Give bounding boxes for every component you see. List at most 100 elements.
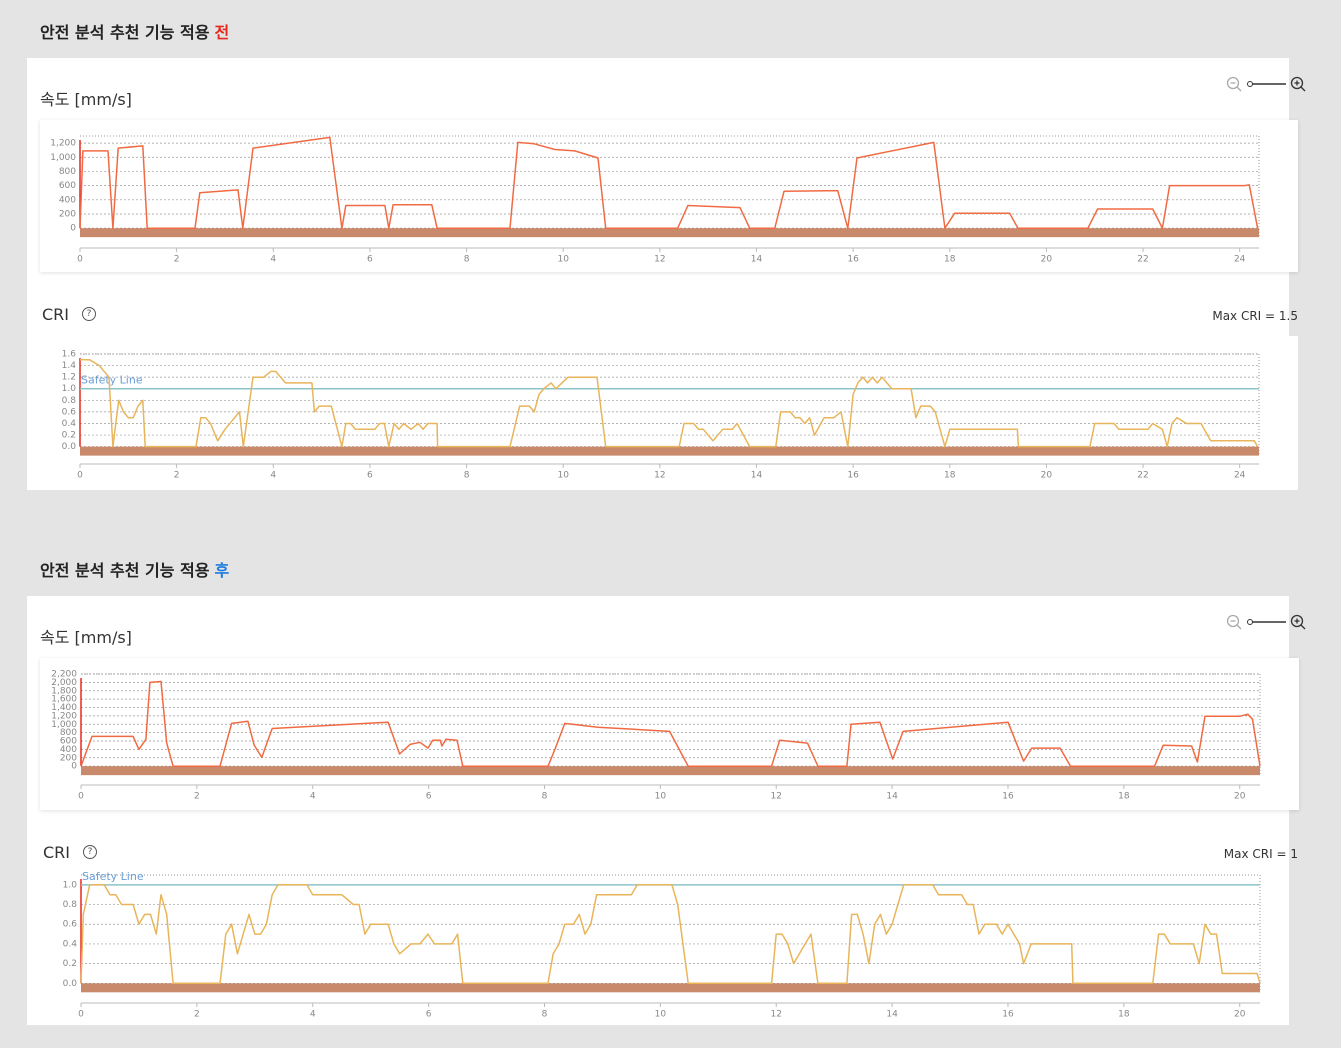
x-tick-label: 8 bbox=[464, 255, 470, 265]
y-tick-label: 600 bbox=[60, 737, 77, 747]
x-tick-label: 8 bbox=[542, 1010, 548, 1020]
y-tick-label: 200 bbox=[60, 753, 77, 763]
x-tick-label: 12 bbox=[654, 255, 665, 265]
y-tick-label: 800 bbox=[60, 728, 77, 738]
x-tick-label: 16 bbox=[847, 255, 859, 265]
y-tick-label: 1,400 bbox=[51, 703, 77, 713]
section-heading: 안전 분석 추천 기능 적용 전 bbox=[40, 19, 229, 43]
x-tick-label: 18 bbox=[944, 255, 956, 265]
x-tick-label: 22 bbox=[1137, 471, 1148, 481]
y-tick-label: 1,200 bbox=[51, 711, 77, 721]
y-tick-label: 1,600 bbox=[51, 695, 77, 705]
max-cri: Max CRI = 1.5 bbox=[1212, 309, 1298, 323]
y-tick-label: 1,800 bbox=[51, 686, 77, 696]
y-tick-label: 600 bbox=[59, 181, 76, 191]
x-tick-label: 18 bbox=[944, 471, 956, 481]
heading-mark: 후 bbox=[214, 561, 230, 580]
y-tick-label: 0.4 bbox=[63, 939, 78, 949]
x-tick-label: 18 bbox=[1118, 1010, 1130, 1020]
y-tick-label: 1,000 bbox=[50, 153, 76, 163]
chart-card bbox=[40, 120, 1298, 272]
baseline-band bbox=[81, 766, 1260, 776]
x-tick-label: 10 bbox=[557, 471, 569, 481]
y-tick-label: 0 bbox=[71, 762, 77, 772]
chart-title: CRI bbox=[42, 305, 70, 324]
x-tick-label: 0 bbox=[77, 255, 83, 265]
x-tick-label: 12 bbox=[771, 1010, 782, 1020]
help-icon[interactable]: ? bbox=[82, 307, 96, 321]
chart-title: 속도 [mm/s] bbox=[40, 628, 132, 647]
x-tick-label: 2 bbox=[174, 255, 180, 265]
x-tick-label: 20 bbox=[1041, 255, 1053, 265]
zoom-control[interactable] bbox=[1226, 76, 1308, 94]
y-tick-label: 200 bbox=[59, 209, 76, 219]
safety-line-label: Safety Line bbox=[81, 374, 143, 387]
data-line bbox=[80, 884, 1261, 985]
y-tick-label: 0.8 bbox=[63, 900, 78, 910]
x-tick-label: 24 bbox=[1234, 471, 1246, 481]
data-line bbox=[80, 680, 1261, 767]
x-tick-label: 0 bbox=[77, 471, 83, 481]
x-tick-label: 16 bbox=[847, 471, 859, 481]
x-tick-label: 20 bbox=[1234, 792, 1246, 802]
y-tick-label: 0.4 bbox=[62, 419, 77, 429]
x-tick-label: 2 bbox=[174, 471, 180, 481]
heading-text: 안전 분석 추천 기능 적용 bbox=[40, 561, 210, 580]
data-line bbox=[79, 136, 1259, 229]
x-tick-label: 22 bbox=[1137, 255, 1148, 265]
x-tick-label: 16 bbox=[1002, 792, 1014, 802]
x-tick-label: 14 bbox=[751, 471, 763, 481]
y-tick-label: 0.0 bbox=[63, 979, 78, 989]
x-tick-label: 8 bbox=[542, 792, 548, 802]
x-tick-label: 14 bbox=[886, 792, 898, 802]
baseline-band bbox=[80, 446, 1259, 456]
x-tick-label: 4 bbox=[270, 471, 276, 481]
help-icon[interactable]: ? bbox=[83, 845, 97, 859]
x-tick-label: 18 bbox=[1118, 792, 1130, 802]
x-tick-label: 16 bbox=[1002, 1010, 1014, 1020]
y-tick-label: 1.6 bbox=[62, 350, 77, 360]
x-tick-label: 4 bbox=[310, 792, 316, 802]
x-tick-label: 10 bbox=[655, 1010, 667, 1020]
x-tick-label: 20 bbox=[1234, 1010, 1246, 1020]
heading-text: 안전 분석 추천 기능 적용 bbox=[40, 23, 210, 42]
x-tick-label: 0 bbox=[78, 1010, 84, 1020]
x-tick-label: 12 bbox=[654, 471, 665, 481]
x-tick-label: 10 bbox=[557, 255, 569, 265]
y-tick-label: 0 bbox=[70, 224, 76, 234]
section-heading: 안전 분석 추천 기능 적용 후 bbox=[40, 557, 229, 581]
max-cri: Max CRI = 1 bbox=[1223, 847, 1298, 861]
x-tick-label: 6 bbox=[426, 792, 432, 802]
x-tick-label: 4 bbox=[310, 1010, 316, 1020]
x-tick-label: 24 bbox=[1234, 255, 1246, 265]
chart-title: CRI bbox=[43, 843, 71, 862]
baseline-band bbox=[81, 983, 1260, 993]
y-tick-label: 0.2 bbox=[63, 959, 77, 969]
safety-line-label: Safety Line bbox=[82, 870, 144, 883]
x-tick-label: 0 bbox=[78, 792, 84, 802]
y-tick-label: 2,200 bbox=[51, 670, 77, 680]
x-tick-label: 14 bbox=[751, 255, 763, 265]
x-tick-label: 10 bbox=[655, 792, 667, 802]
x-tick-label: 4 bbox=[270, 255, 276, 265]
chart-title: 속도 [mm/s] bbox=[40, 90, 132, 109]
zoom-control[interactable] bbox=[1226, 614, 1308, 632]
x-tick-label: 12 bbox=[771, 792, 782, 802]
y-tick-label: 400 bbox=[60, 745, 77, 755]
y-tick-label: 0.6 bbox=[63, 920, 78, 930]
x-tick-label: 8 bbox=[464, 471, 470, 481]
baseline-band bbox=[80, 228, 1259, 238]
heading-mark: 전 bbox=[214, 23, 230, 42]
x-tick-label: 2 bbox=[194, 792, 200, 802]
data-line bbox=[80, 359, 1259, 448]
y-tick-label: 1.2 bbox=[62, 373, 76, 383]
y-tick-label: 1,000 bbox=[51, 720, 77, 730]
y-tick-label: 400 bbox=[59, 195, 76, 205]
y-tick-label: 0.8 bbox=[62, 396, 77, 406]
y-tick-label: 1.0 bbox=[63, 880, 78, 890]
x-tick-label: 14 bbox=[886, 1010, 898, 1020]
y-tick-label: 1,200 bbox=[50, 139, 76, 149]
x-tick-label: 20 bbox=[1041, 471, 1053, 481]
